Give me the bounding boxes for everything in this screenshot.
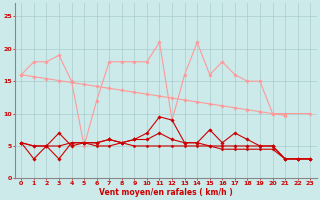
X-axis label: Vent moyen/en rafales ( km/h ): Vent moyen/en rafales ( km/h ) [99, 188, 233, 197]
